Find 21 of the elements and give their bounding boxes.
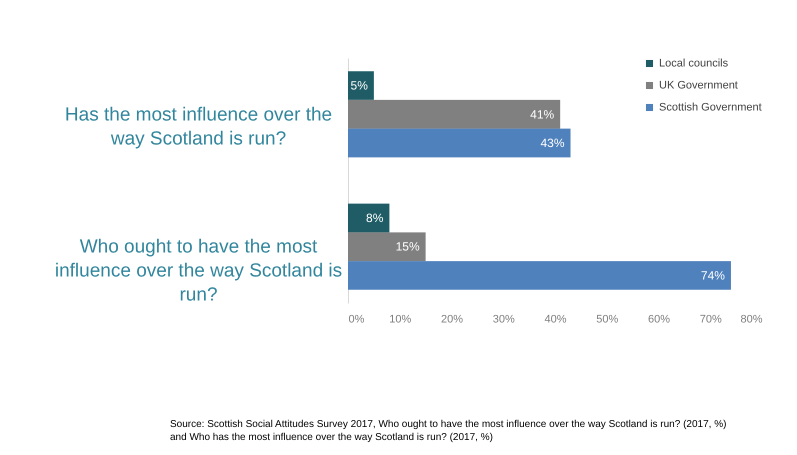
x-tick-label: 10% [389, 314, 412, 326]
data-label: 8% [366, 211, 384, 226]
data-label: 15% [396, 240, 420, 254]
x-tick-label: 20% [440, 314, 464, 326]
legend-label: Scottish Government [659, 102, 762, 114]
data-label: 43% [540, 136, 565, 150]
x-tick-label: 30% [492, 314, 515, 326]
x-tick-label: 80% [740, 314, 763, 326]
y-tick-label: Has the most influence over the way Scotland is run? [64, 104, 332, 150]
x-tick-label: 50% [596, 314, 618, 326]
data-label: 41% [530, 107, 554, 122]
data-label: 5% [350, 78, 368, 93]
x-tick-label: 70% [700, 314, 722, 326]
legend-label: Local councils [659, 58, 729, 70]
x-tick-label: 60% [648, 314, 670, 326]
x-tick-label: 40% [544, 314, 567, 326]
x-tick-label: 0% [348, 314, 365, 326]
legend-label: UK Government [659, 80, 738, 92]
source-note: Source: Scottish Social Attitudes Survey 2017, Who ought to have the most influence over the way Scotland is run? (2017, %) and Who has the most influence over the way Scotland is run? (2017, %) [170, 418, 728, 444]
data-label: 74% [700, 268, 726, 282]
y-tick-label: Who ought to have the most influence over the way Scotland is run? [54, 236, 342, 306]
